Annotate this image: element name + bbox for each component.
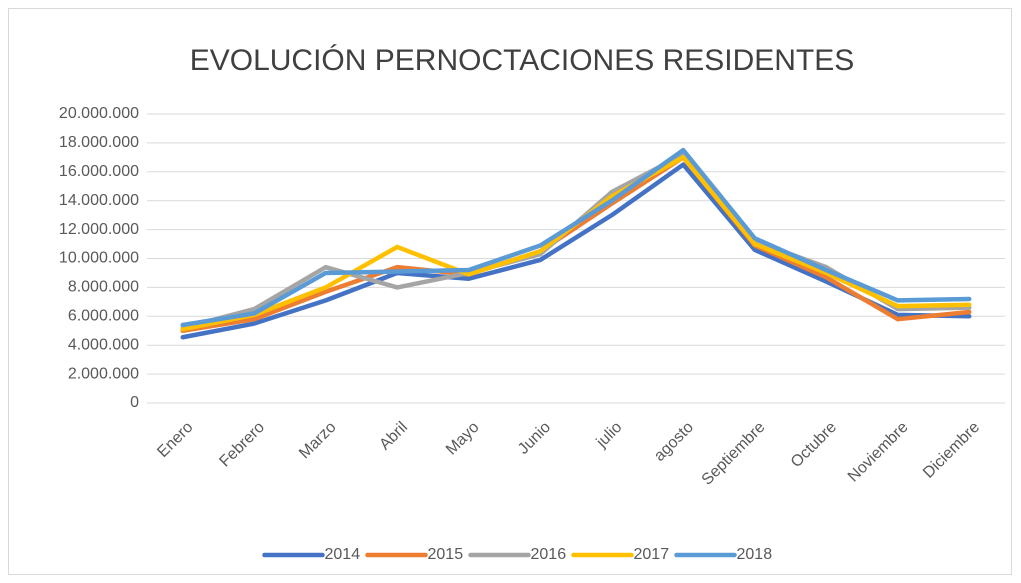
y-tick-label: 6.000.000 — [68, 308, 139, 325]
y-tick-label: 12.000.000 — [59, 221, 139, 238]
series-line — [180, 162, 972, 340]
y-tick-label: 10.000.000 — [59, 250, 139, 267]
legend-label: 2017 — [634, 546, 670, 563]
y-tick-label: 2.000.000 — [68, 365, 139, 382]
legend-label: 2018 — [737, 546, 773, 563]
legend-label: 2015 — [428, 546, 464, 563]
y-tick-label: 14.000.000 — [59, 192, 139, 209]
legend-label: 2016 — [531, 546, 567, 563]
y-tick-label: 20.000.000 — [59, 105, 139, 122]
y-tick-label: 8.000.000 — [68, 279, 139, 296]
series-line — [180, 155, 972, 333]
series-line — [180, 147, 972, 328]
y-tick-label: 4.000.000 — [68, 336, 139, 353]
y-tick-label: 18.000.000 — [59, 134, 139, 151]
chart-title: EVOLUCIÓN PERNOCTACIONES RESIDENTES — [190, 44, 855, 77]
y-tick-label: 0 — [130, 394, 139, 411]
y-tick-label: 16.000.000 — [59, 163, 139, 180]
legend-label: 2014 — [325, 546, 361, 563]
